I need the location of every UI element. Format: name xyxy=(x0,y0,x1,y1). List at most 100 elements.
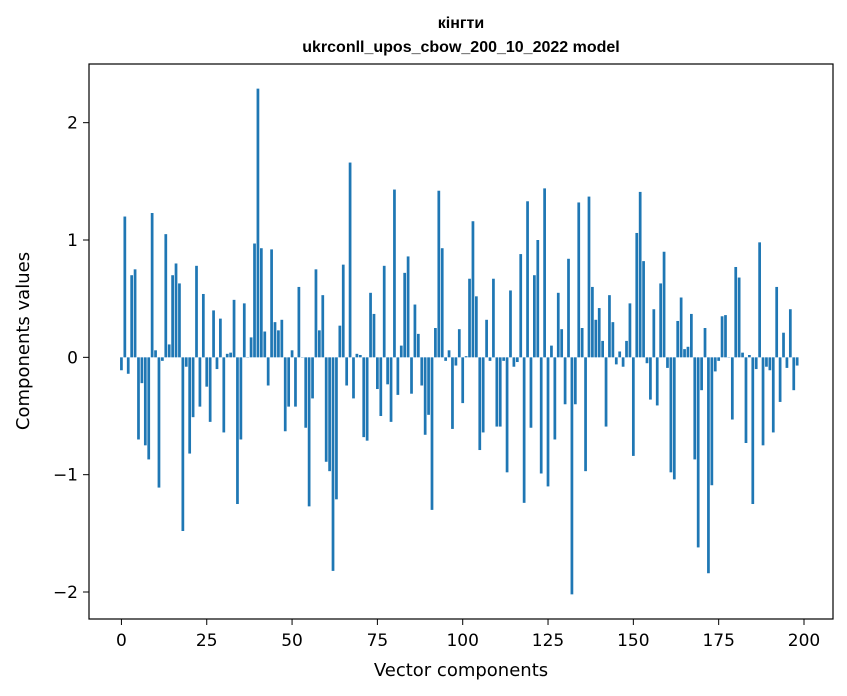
bar-component-177 xyxy=(724,315,727,358)
bar-component-29 xyxy=(219,318,222,358)
bar-component-154 xyxy=(645,357,649,364)
bar-component-160 xyxy=(666,357,669,368)
bar-component-84 xyxy=(406,256,410,358)
bar-component-70 xyxy=(358,354,362,358)
bar-component-142 xyxy=(604,357,608,427)
bar-component-128 xyxy=(556,292,560,358)
bar-component-13 xyxy=(164,234,168,358)
bar-component-141 xyxy=(601,340,604,358)
bar-component-103 xyxy=(471,221,475,358)
bar-component-40 xyxy=(256,88,260,358)
bar-component-7 xyxy=(143,357,147,446)
bar-component-164 xyxy=(679,297,683,358)
bar-component-25 xyxy=(205,357,209,387)
bar-component-38 xyxy=(249,337,253,358)
bar-component-22 xyxy=(195,265,198,358)
bar-component-122 xyxy=(536,240,540,358)
bar-component-39 xyxy=(253,243,256,358)
bar-component-90 xyxy=(427,357,430,415)
bar-component-75 xyxy=(376,357,379,390)
bar-component-162 xyxy=(672,357,676,480)
bar-component-17 xyxy=(178,283,181,358)
bar-component-58 xyxy=(318,330,321,358)
bar-component-66 xyxy=(345,357,349,386)
x-tick-label: 125 xyxy=(532,631,564,651)
bar-component-10 xyxy=(154,350,157,358)
bar-component-169 xyxy=(696,357,700,548)
bar-component-59 xyxy=(321,295,325,358)
bar-component-11 xyxy=(157,357,161,488)
bar-component-92 xyxy=(434,328,437,358)
x-tick-label: 0 xyxy=(116,631,127,651)
bar-component-73 xyxy=(369,292,372,358)
bar-component-65 xyxy=(341,264,345,358)
bar-component-77 xyxy=(382,265,386,358)
bar-component-12 xyxy=(161,357,164,361)
bar-component-15 xyxy=(171,275,174,358)
x-tick-label: 50 xyxy=(281,631,303,651)
bar-component-41 xyxy=(259,248,263,358)
bar-component-78 xyxy=(386,357,389,385)
bar-component-130 xyxy=(563,357,567,405)
bar-component-51 xyxy=(294,357,297,407)
bar-component-118 xyxy=(522,357,526,503)
bar-component-46 xyxy=(277,330,280,358)
y-tick-label: 1 xyxy=(67,231,78,251)
bar-component-55 xyxy=(307,357,311,507)
bar-component-110 xyxy=(495,357,499,427)
bar-component-135 xyxy=(580,328,584,358)
bar-component-196 xyxy=(788,309,792,358)
x-tick-label: 200 xyxy=(788,631,820,651)
bar-component-125 xyxy=(546,357,550,487)
x-tick-label: 100 xyxy=(446,631,478,651)
bar-component-179 xyxy=(730,357,734,420)
bar-component-167 xyxy=(690,313,693,358)
bar-component-3 xyxy=(130,275,134,358)
bar-component-83 xyxy=(403,272,407,358)
bar-component-165 xyxy=(683,349,686,358)
bar-component-56 xyxy=(311,357,314,399)
bar-component-30 xyxy=(222,357,226,433)
bar-component-140 xyxy=(597,308,601,358)
bar-component-109 xyxy=(492,278,495,358)
bar-component-137 xyxy=(587,196,591,358)
bar-component-114 xyxy=(509,290,512,358)
bar-component-50 xyxy=(290,350,294,358)
bar-component-172 xyxy=(707,357,710,574)
bar-component-67 xyxy=(348,162,352,358)
bar-component-52 xyxy=(297,286,301,358)
y-tick-label: 2 xyxy=(67,114,78,134)
bar-component-6 xyxy=(140,357,144,384)
bar-component-95 xyxy=(444,357,448,361)
bar-component-126 xyxy=(550,345,553,358)
x-axis-ticks: 0 25 50 75 100 125 150 175 200 xyxy=(116,619,820,651)
bar-component-183 xyxy=(744,357,748,443)
bar-component-170 xyxy=(700,357,703,391)
bar-component-175 xyxy=(717,357,721,361)
bar-component-24 xyxy=(201,293,205,358)
bar-component-96 xyxy=(447,350,451,358)
bar-component-152 xyxy=(638,191,642,358)
bar-component-146 xyxy=(618,351,622,358)
bar-component-171 xyxy=(703,328,707,358)
bar-component-35 xyxy=(239,357,243,440)
x-tick-label: 175 xyxy=(702,631,734,651)
bar-component-198 xyxy=(795,357,799,366)
bar-component-1 xyxy=(123,216,127,358)
bar-component-45 xyxy=(273,322,277,358)
bar-component-187 xyxy=(758,242,761,358)
bar-component-105 xyxy=(478,357,482,451)
bar-component-89 xyxy=(423,357,427,435)
bar-component-76 xyxy=(379,357,383,417)
bar-component-31 xyxy=(225,353,229,358)
bar-component-107 xyxy=(485,319,488,358)
bar-component-189 xyxy=(765,357,768,367)
bar-component-157 xyxy=(655,357,659,406)
bar-component-27 xyxy=(212,310,215,358)
bar-component-176 xyxy=(720,316,724,358)
bar-component-36 xyxy=(242,303,246,358)
plot-frame xyxy=(88,63,834,620)
bar-component-174 xyxy=(713,357,717,372)
bar-component-57 xyxy=(314,269,318,358)
bar-component-23 xyxy=(198,357,202,407)
